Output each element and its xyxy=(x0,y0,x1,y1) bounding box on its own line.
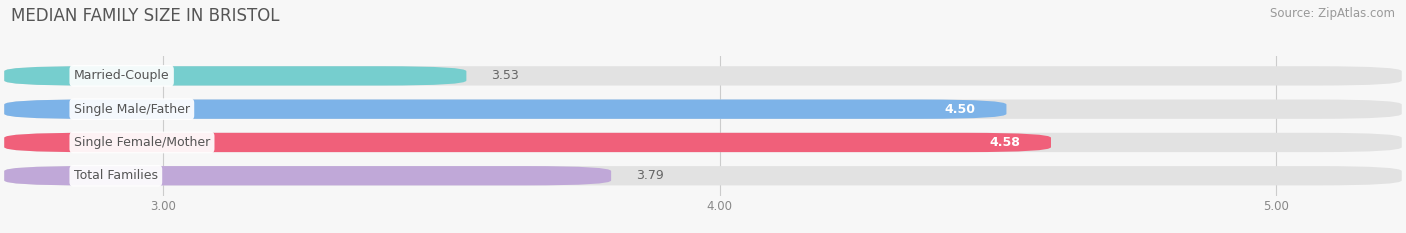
Text: 4.50: 4.50 xyxy=(945,103,976,116)
Text: Single Female/Mother: Single Female/Mother xyxy=(75,136,209,149)
FancyBboxPatch shape xyxy=(4,99,1402,119)
Text: MEDIAN FAMILY SIZE IN BRISTOL: MEDIAN FAMILY SIZE IN BRISTOL xyxy=(11,7,280,25)
FancyBboxPatch shape xyxy=(4,66,467,86)
FancyBboxPatch shape xyxy=(4,166,1402,185)
FancyBboxPatch shape xyxy=(4,133,1402,152)
Text: 4.58: 4.58 xyxy=(990,136,1021,149)
Text: Married-Couple: Married-Couple xyxy=(75,69,170,82)
FancyBboxPatch shape xyxy=(4,66,1402,86)
FancyBboxPatch shape xyxy=(4,166,612,185)
Text: 3.79: 3.79 xyxy=(636,169,664,182)
Text: Total Families: Total Families xyxy=(75,169,157,182)
FancyBboxPatch shape xyxy=(4,133,1052,152)
FancyBboxPatch shape xyxy=(4,99,1007,119)
Text: Single Male/Father: Single Male/Father xyxy=(75,103,190,116)
Text: Source: ZipAtlas.com: Source: ZipAtlas.com xyxy=(1270,7,1395,20)
Text: 3.53: 3.53 xyxy=(492,69,519,82)
